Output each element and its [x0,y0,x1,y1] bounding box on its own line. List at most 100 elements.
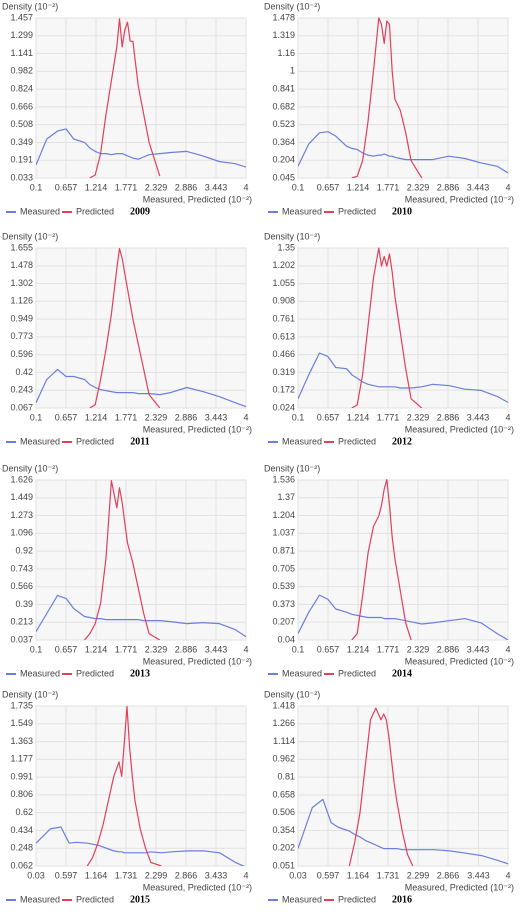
x-axis-label: Measured, Predicted (10⁻²) [405,656,514,666]
x-tick-label: 4 [505,870,510,880]
x-axis-label: Measured, Predicted (10⁻²) [143,424,252,434]
x-tick-label: 2.886 [175,182,198,192]
legend-label: Predicted [76,894,114,904]
caption: 2016 [392,894,412,905]
y-tick-label: 1.037 [272,528,295,538]
density-line [298,798,508,865]
y-tick-label: 1.478 [272,12,295,22]
x-tick-label: 0.597 [317,870,340,880]
density-line [36,826,245,866]
x-tick-label: 0.1 [292,182,305,192]
legend-label: Measured [282,668,322,678]
plot-lines [36,18,246,178]
y-tick-label: 0.207 [272,617,295,627]
x-tick-label: 3.443 [205,412,228,422]
plot-lines [298,17,508,178]
chart-panel: Density (10⁻²) 0.067 0.243 0.42 0.596 0.773 0.… [2,231,252,447]
y-tick-label: 0.202 [272,843,295,853]
x-tick-label: 2.886 [175,644,198,654]
y-tick-label: 1.655 [10,242,33,252]
x-tick-label: 0.597 [55,870,78,880]
y-tick-label: 1.114 [273,736,295,746]
y-tick-label: 0.466 [272,349,295,359]
y-tick-label: 0.705 [272,563,295,573]
x-tick-label: 1.771 [115,412,138,422]
x-tick-label: 0.1 [292,412,305,422]
x-tick-label: 0.1 [30,644,43,654]
y-axis-label: Density (10⁻²) [264,231,320,241]
x-tick-label: 1.214 [347,182,370,192]
caption: 2014 [392,668,412,679]
legend-label: Predicted [338,668,376,678]
y-tick-label: 0.248 [10,843,33,853]
x-tick-label: 2.329 [145,182,168,192]
x-tick-label: 1.164 [85,870,108,880]
density-line [89,18,161,178]
x-tick-label: 3.443 [205,182,228,192]
y-tick-label: 1.626 [10,474,33,484]
x-axis-label: Measured, Predicted (10⁻²) [405,882,514,892]
y-tick-label: 0.682 [272,101,295,111]
plot-lines [36,705,245,866]
x-tick-label: 2.886 [175,412,198,422]
x-tick-label: 0.657 [55,644,78,654]
y-tick-label: 0.743 [10,563,33,573]
y-tick-label: 0.349 [10,137,33,147]
caption: 2011 [130,436,149,447]
x-tick-label: 2.299 [407,870,430,880]
legend-label: Measured [20,206,60,216]
y-tick-label: 0.434 [10,825,33,835]
chart-panel: Density (10⁻²) 0.037 0.213 0.39 0.566 0.743 0.… [2,463,252,679]
x-axis-label: Measured, Predicted (10⁻²) [143,194,252,204]
y-tick-label: 0.613 [272,331,295,341]
y-tick-label: 1.536 [272,474,295,484]
y-tick-label: 0.596 [10,349,33,359]
x-tick-label: 2.299 [145,870,168,880]
y-tick-label: 1.457 [10,12,33,22]
plot-lines [298,479,508,640]
y-tick-label: 1.126 [10,296,33,306]
x-tick-label: 0.03 [27,870,45,880]
y-tick-label: 1.449 [10,492,33,502]
y-tick-label: 0.871 [272,545,295,555]
density-line [36,594,246,638]
y-tick-label: 1.202 [272,260,295,270]
plot-lines [298,707,508,866]
y-tick-label: 0.037 [10,634,33,644]
legend-label: Measured [20,894,60,904]
density-line [89,247,161,408]
x-tick-label: 1.771 [377,182,400,192]
y-tick-label: 0.982 [10,66,33,76]
y-tick-label: 0.908 [272,296,295,306]
y-tick-label: 1.096 [10,528,33,538]
y-axis-label: Density (10⁻²) [264,463,320,473]
x-axis-label: Measured, Predicted (10⁻²) [405,424,514,434]
chart-panel: Density (10⁻²) 0.051 0.202 0.354 0.506 0.658 0… [264,689,514,905]
legend-label: Measured [20,668,60,678]
y-tick-label: 1.549 [10,718,33,728]
y-tick-label: 0.04 [277,634,295,644]
y-tick-label: 1.35 [277,242,295,252]
x-tick-label: 1.771 [377,644,400,654]
y-tick-label: 0.045 [272,172,295,182]
chart-panel: Density (10⁻²) 0.045 0.204 0.364 0.523 0.682 0… [264,1,514,217]
legend-label: Predicted [338,206,376,216]
x-tick-label: 4 [505,644,510,654]
y-tick-label: 1.266 [272,718,295,728]
y-tick-label: 0.42 [15,367,33,377]
x-tick-label: 1.214 [85,182,108,192]
legend-label: Measured [282,436,322,446]
y-axis-label: Density (10⁻²) [264,1,320,11]
y-tick-label: 0.761 [272,313,295,323]
chart-panel: Density (10⁻²) 0.024 0.172 0.319 0.466 0.613 0… [264,231,514,447]
y-tick-label: 0.319 [272,367,295,377]
caption: 2012 [392,436,412,447]
density-line [351,479,412,640]
x-tick-label: 0.1 [292,644,305,654]
legend-label: Predicted [338,894,376,904]
x-tick-label: 2.329 [145,412,168,422]
x-axis-label: Measured, Predicted (10⁻²) [143,656,252,666]
y-tick-label: 1.319 [272,30,295,40]
y-tick-label: 1 [290,66,295,76]
plot-background [35,479,247,641]
